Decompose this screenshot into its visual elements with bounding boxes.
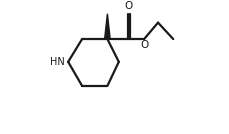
Text: O: O — [124, 1, 132, 11]
Text: HN: HN — [49, 57, 64, 67]
Text: O: O — [139, 40, 148, 50]
Polygon shape — [104, 14, 110, 39]
